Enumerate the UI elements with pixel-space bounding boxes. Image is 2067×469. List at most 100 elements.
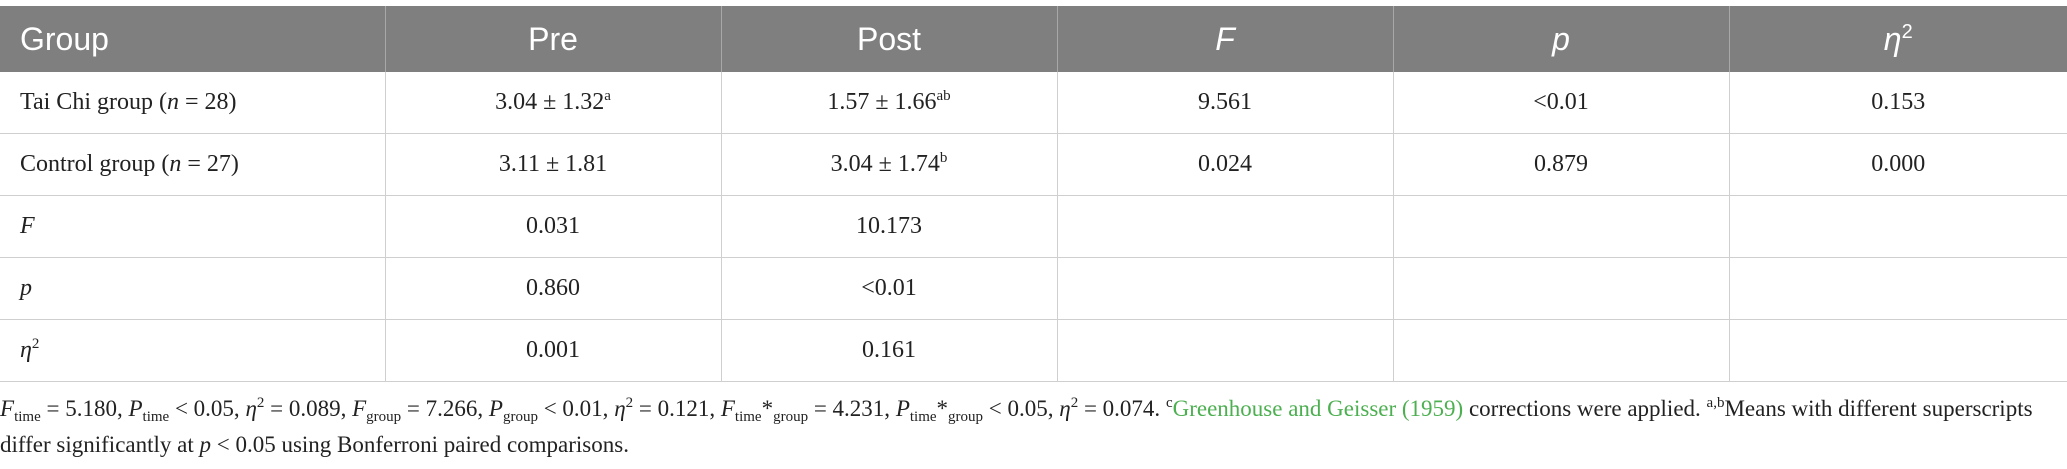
table-row: Tai Chi group (n = 28) 3.04 ± 1.32a 1.57… [0,72,2067,134]
fn-text: < 0.05, [983,396,1060,421]
fn-text: = 0.121, [633,396,721,421]
cell: 0.879 [1392,133,1730,196]
cell: 0.860 [384,257,722,320]
cell [1728,319,2067,382]
cell: 9.561 [1056,72,1394,134]
cell-text: = 28) [178,89,237,115]
header-cell: p [1392,6,1729,72]
fn-text: Means with different superscripts differ… [0,396,2033,457]
superscript: 2 [1901,20,1913,43]
subscript: time [14,409,41,425]
fn-text: η [614,396,626,421]
subscript: group [366,409,402,425]
fn-text: * [936,396,949,421]
header-text: p [1552,20,1570,57]
cell-text: η [20,337,32,363]
subscript: time [909,409,937,425]
fn-text: corrections were applied. [1463,396,1707,421]
header-cell: Group [0,6,385,72]
cell-text: F [20,213,35,239]
fn-text: < 0.01, [537,396,615,421]
cell: 0.153 [1728,72,2067,134]
cell [1056,319,1394,382]
cell-text: n [166,89,179,115]
fn-text: P [895,396,910,421]
cell-text: n [169,151,182,177]
cell [1056,257,1394,320]
cell: 0.161 [720,319,1058,382]
cell: 3.11 ± 1.81 [384,133,722,196]
header-cell: Post [720,6,1057,72]
table-row: p 0.860 <0.01 [0,257,2067,320]
header-cell: Pre [384,6,721,72]
cell-text: 3.04 ± 1.74 [830,151,940,177]
cell: p [0,257,386,320]
fn-text: F [720,396,735,421]
subscript: group [502,409,538,425]
cell: Control group (n = 27) [0,133,386,196]
superscript: a,b [1706,395,1725,411]
fn-text: p [199,432,212,457]
cell: 1.57 ± 1.66ab [720,72,1058,134]
fn-text: η [1059,396,1071,421]
fn-text: = 0.089, [264,396,353,421]
cell [1392,319,1730,382]
cell-text: Tai Chi group ( [20,89,167,115]
superscript: 2 [256,395,265,411]
cell: 10.173 [720,195,1058,258]
superscript: b [939,150,948,166]
cell: 0.000 [1728,133,2067,196]
cell: Tai Chi group (n = 28) [0,72,386,134]
cell: 0.001 [384,319,722,382]
fn-text: η [245,396,257,421]
header-text: η [1883,20,1902,57]
fn-text: = 5.180, [40,396,129,421]
fn-text: = 7.266, [401,396,489,421]
superscript: 2 [625,395,634,411]
cell-text: p [20,275,32,301]
cell: 0.024 [1056,133,1394,196]
cell-text: Control group ( [20,151,170,177]
fn-text: P [488,396,503,421]
superscript: c [1165,395,1173,411]
cell: <0.01 [1392,72,1730,134]
fn-text: = 4.231, [808,396,896,421]
superscript: 2 [1070,395,1079,411]
table-row: F 0.031 10.173 [0,195,2067,258]
citation-link[interactable]: Greenhouse and Geisser (1959) [1172,396,1464,421]
superscript: ab [936,88,951,104]
fn-text: F [352,396,367,421]
table-row: Control group (n = 27) 3.11 ± 1.81 3.04 … [0,133,2067,196]
subscript: group [948,409,984,425]
cell: <0.01 [720,257,1058,320]
table-row: η2 0.001 0.161 [0,319,2067,382]
subscript: time [734,409,762,425]
cell [1728,257,2067,320]
superscript: 2 [31,336,40,352]
superscript: a [604,88,611,104]
footnote: Ftime = 5.180, Ptime < 0.05, η2 = 0.089,… [0,391,2040,463]
fn-text: < 0.05 using Bonferroni paired compariso… [211,432,629,457]
header-cell: F [1056,6,1393,72]
table-header: Group Pre Post F p η2 [0,6,2067,72]
header-cell: η2 [1728,6,2067,72]
cell-text: = 27) [181,151,239,177]
subscript: group [773,409,809,425]
results-table: Group Pre Post F p η2 Tai Chi group (n =… [0,6,2067,382]
fn-text: = 0.074. [1078,396,1166,421]
cell: 3.04 ± 1.74b [720,133,1058,196]
cell: F [0,195,386,258]
cell [1728,195,2067,258]
cell: 3.04 ± 1.32a [384,72,722,134]
fn-text: < 0.05, [169,396,246,421]
cell: 0.031 [384,195,722,258]
cell [1392,195,1730,258]
fn-text: * [761,396,774,421]
header-text: F [1215,20,1235,57]
cell [1392,257,1730,320]
cell-text: 3.04 ± 1.32 [495,89,605,115]
cell-text: 1.57 ± 1.66 [827,89,937,115]
subscript: time [142,409,170,425]
fn-text: F [0,396,15,421]
